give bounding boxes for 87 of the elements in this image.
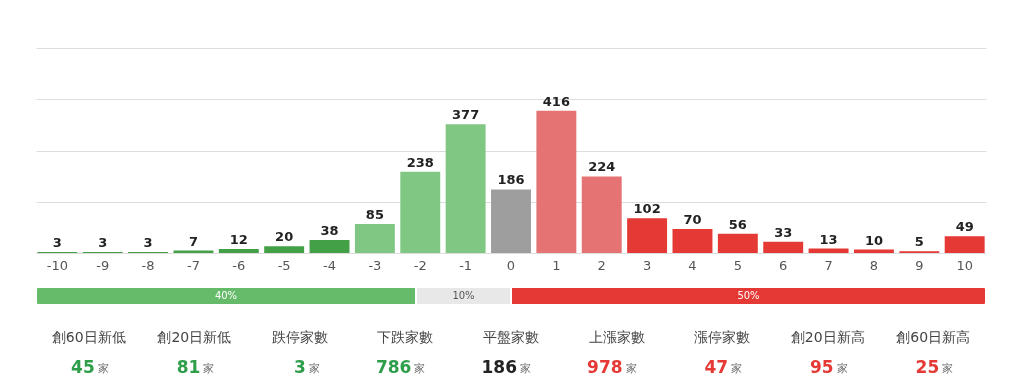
x-tick-label: 5	[733, 257, 742, 273]
data-label: 45	[71, 357, 95, 377]
x-tick-label: -4	[323, 257, 337, 273]
x-tick-label: 6	[779, 257, 788, 273]
bar	[309, 240, 350, 253]
x-tick-label: 1	[552, 257, 561, 273]
data-label: 102	[633, 201, 661, 217]
data-label: 786	[375, 357, 412, 377]
data-label: 12	[229, 231, 248, 247]
x-tick-label: -5	[277, 257, 291, 273]
bar	[808, 248, 849, 253]
category-label: 下跌家數	[377, 329, 434, 345]
x-tick-label: 2	[597, 257, 606, 273]
category-label: 跌停家數	[271, 329, 328, 345]
x-tick-label: 3	[642, 257, 652, 273]
data-label: 40%	[214, 290, 238, 301]
data-label: 95	[809, 357, 834, 377]
data-label: 7	[188, 233, 198, 249]
x-tick-label: -8	[141, 257, 155, 273]
data-label: 978	[587, 357, 623, 377]
x-tick-label: 8	[869, 257, 879, 273]
x-tick-label: -7	[186, 257, 200, 273]
category-label: 創60日新高	[896, 329, 971, 345]
data-label: 186	[497, 172, 525, 188]
bar	[354, 223, 395, 253]
data-label: 81	[176, 357, 201, 377]
x-tick-label: 0	[506, 257, 516, 273]
bar	[445, 124, 486, 253]
bar	[218, 248, 259, 253]
bar	[627, 218, 668, 253]
data-label: 56	[728, 216, 747, 232]
bar	[944, 236, 985, 253]
x-tick-label: -1	[459, 257, 473, 273]
data-label: 3	[294, 357, 306, 377]
bar	[717, 233, 758, 253]
data-label: 49	[955, 219, 974, 235]
data-label: 20	[275, 229, 294, 245]
x-tick-label: 4	[688, 257, 697, 273]
bar	[491, 189, 531, 253]
data-label: 85	[365, 206, 384, 222]
data-label: 224	[588, 159, 616, 175]
bar	[400, 171, 441, 253]
text: 家	[97, 362, 109, 375]
x-tick-label: 9	[915, 257, 924, 273]
text: 家	[731, 362, 743, 375]
data-label: 70	[683, 212, 702, 228]
data-label: 50%	[737, 290, 760, 301]
data-label: 13	[819, 231, 838, 247]
bar	[672, 229, 713, 253]
text: 家	[942, 362, 954, 375]
bar	[581, 176, 622, 253]
text: 家	[203, 362, 215, 375]
data-label: 5	[914, 234, 924, 250]
x-tick-label: -2	[413, 257, 427, 273]
data-label: 33	[774, 224, 793, 240]
text: 家	[836, 362, 848, 375]
category-label: 平盤家數	[483, 329, 539, 345]
data-label: 377	[452, 107, 480, 123]
data-label: 10	[864, 232, 883, 248]
bar	[536, 110, 577, 253]
data-label: 416	[542, 93, 570, 109]
data-label: 3	[98, 234, 108, 250]
x-tick-label: -6	[232, 257, 246, 273]
text: 家	[308, 362, 320, 375]
data-label: 186	[481, 357, 517, 377]
data-label: 38	[320, 223, 339, 239]
data-label: 47	[704, 357, 729, 377]
category-label: 漲停家數	[694, 329, 751, 345]
data-label: 238	[406, 154, 434, 170]
text: 家	[520, 362, 531, 375]
category-label: 創20日新低	[157, 329, 232, 345]
text: 家	[625, 362, 637, 375]
x-tick-label: -9	[96, 257, 110, 273]
data-label: 3	[143, 234, 153, 250]
text: 家	[414, 362, 426, 375]
data-label: 25	[915, 357, 940, 377]
x-tick-label: 7	[824, 257, 833, 273]
x-tick-label: -3	[368, 257, 382, 273]
data-label: 10%	[452, 290, 475, 301]
category-label: 上漲家數	[588, 329, 645, 345]
x-tick-label: -10	[46, 257, 68, 273]
bar	[264, 246, 305, 253]
category-label: 創60日新低	[51, 329, 126, 345]
x-tick-label: 10	[956, 257, 973, 273]
category-label: 創20日新高	[790, 329, 865, 345]
bar	[763, 241, 804, 253]
data-label: 3	[52, 234, 62, 250]
